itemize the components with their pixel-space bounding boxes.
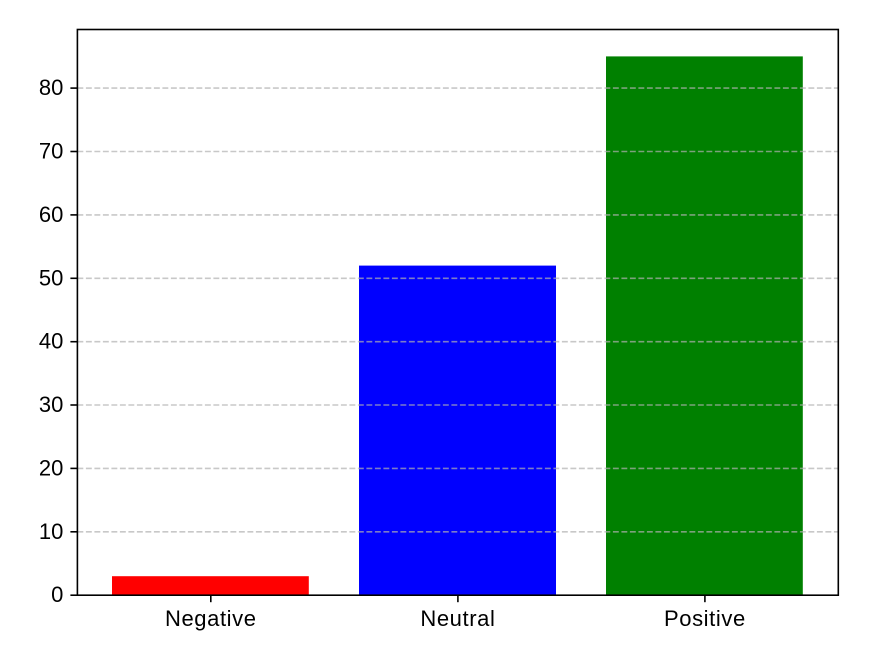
svg-text:Positive: Positive	[664, 606, 746, 631]
svg-text:70: 70	[39, 139, 63, 164]
svg-text:0: 0	[51, 582, 63, 607]
svg-text:60: 60	[39, 202, 63, 227]
svg-text:Neutral: Neutral	[420, 606, 495, 631]
svg-text:30: 30	[39, 392, 63, 417]
svg-text:80: 80	[39, 75, 63, 100]
svg-text:40: 40	[39, 329, 63, 354]
svg-text:10: 10	[39, 519, 63, 544]
svg-text:20: 20	[39, 455, 63, 480]
svg-text:50: 50	[39, 265, 63, 290]
svg-text:Negative: Negative	[165, 606, 257, 631]
